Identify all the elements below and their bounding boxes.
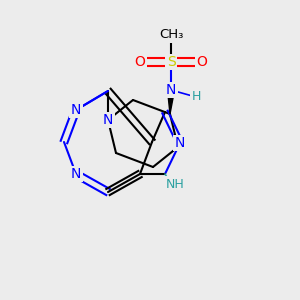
Text: H: H — [191, 91, 201, 103]
Text: NH: NH — [166, 178, 184, 190]
Text: N: N — [166, 83, 176, 97]
Text: N: N — [71, 167, 81, 181]
Polygon shape — [167, 90, 175, 114]
Text: N: N — [175, 136, 185, 150]
Text: O: O — [135, 55, 146, 69]
Text: N: N — [71, 103, 81, 117]
Text: CH₃: CH₃ — [159, 28, 183, 41]
Text: O: O — [196, 55, 207, 69]
Text: S: S — [167, 55, 176, 69]
Text: N: N — [103, 113, 113, 127]
